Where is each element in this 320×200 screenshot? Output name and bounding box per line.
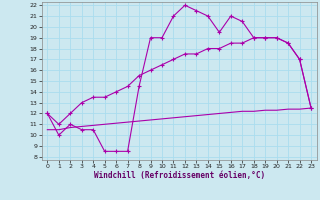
- X-axis label: Windchill (Refroidissement éolien,°C): Windchill (Refroidissement éolien,°C): [94, 171, 265, 180]
